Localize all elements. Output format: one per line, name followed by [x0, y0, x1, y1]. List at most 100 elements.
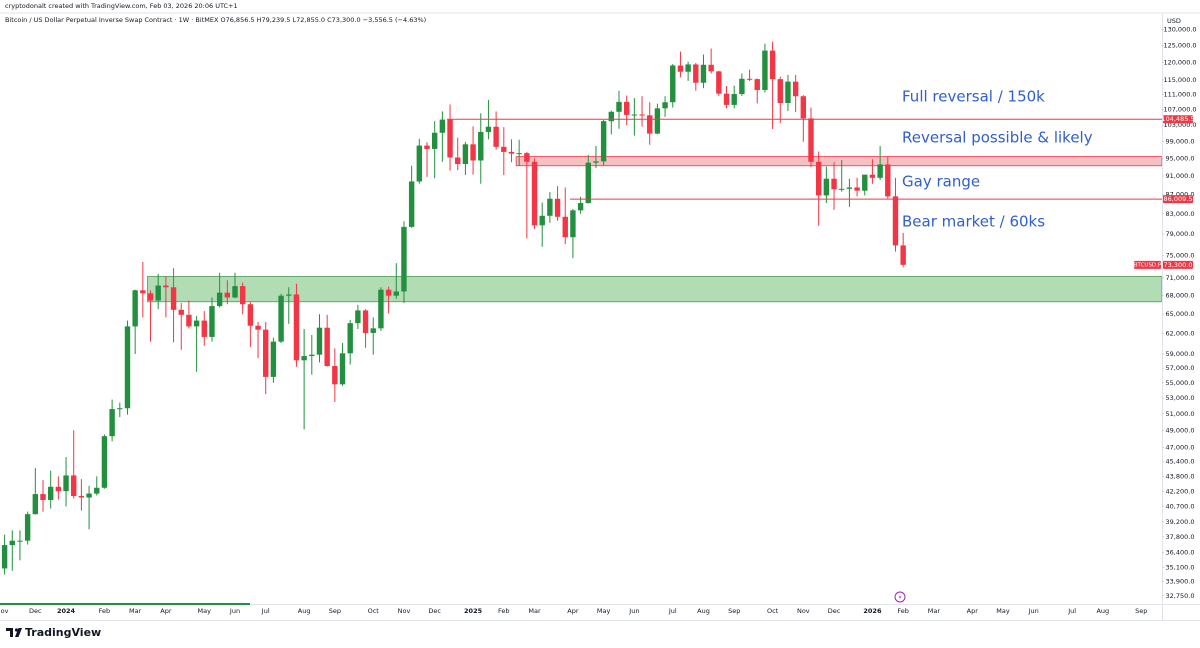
logo-dot: [14, 628, 19, 632]
candle-body: [639, 114, 645, 116]
y-tick-label: 75,000.0: [1166, 251, 1195, 259]
candle-body: [201, 320, 207, 337]
candle-body: [839, 188, 845, 190]
y-tick-label: 130,000.0: [1163, 26, 1196, 34]
candle-body: [132, 290, 138, 327]
candle-body: [147, 293, 154, 301]
candle-body: [777, 79, 783, 104]
candle-body: [485, 126, 492, 132]
candle-body: [577, 203, 584, 211]
candle-body: [63, 475, 69, 492]
y-tick-label: 95,000.0: [1166, 154, 1195, 162]
currency: USD: [1167, 17, 1181, 25]
candle-body: [393, 291, 399, 296]
candle-body: [593, 161, 599, 163]
x-tick-label: Dec: [29, 607, 42, 615]
candle-body: [585, 162, 591, 204]
candle-body: [547, 198, 553, 216]
candle-body: [40, 494, 46, 500]
candle-body: [570, 210, 576, 238]
candle-body: [662, 102, 668, 109]
y-tick-label: 42,200.0: [1166, 488, 1195, 496]
candle-body: [232, 286, 238, 298]
candle-body: [493, 126, 499, 147]
x-tick-label: Mar: [928, 607, 941, 615]
plot-area: [1, 41, 1162, 575]
x-tick-label: Oct: [368, 607, 380, 615]
x-tick-label: Aug: [697, 607, 710, 615]
candle-body: [216, 292, 223, 307]
y-tick-label: 115,000.0: [1163, 76, 1196, 84]
x-tick-label: Mar: [129, 607, 142, 615]
candle-body: [623, 101, 630, 115]
y-tick-label: 53,000.0: [1166, 394, 1195, 402]
y-tick-label: 49,000.0: [1166, 426, 1195, 434]
y-tick-label: 111,000.0: [1163, 90, 1196, 98]
candle-body: [600, 121, 607, 162]
candle-body: [255, 325, 261, 330]
zone: [147, 276, 1162, 303]
candle-body: [654, 108, 661, 134]
candle-body: [293, 294, 300, 361]
level-label: 104,485.5: [1161, 115, 1194, 123]
y-tick-label: 55,000.0: [1166, 379, 1195, 387]
candle-body: [286, 294, 292, 296]
x-tick-label: Sep: [1135, 607, 1147, 615]
candle-body: [55, 486, 62, 492]
candle-body: [700, 64, 707, 83]
candle-body: [347, 323, 353, 354]
candle-body: [524, 153, 530, 162]
x-tick-label: Jun: [1028, 607, 1039, 615]
level-tag: [1163, 115, 1193, 124]
candle-body: [616, 101, 622, 112]
candle-body: [378, 289, 384, 329]
candle-body: [693, 64, 699, 83]
candle-body: [608, 111, 615, 122]
candle-body: [854, 187, 860, 191]
candle-body: [846, 187, 853, 189]
candle-body: [892, 196, 899, 246]
candle-body: [209, 306, 215, 337]
candle-body: [708, 64, 714, 72]
candle-body: [416, 145, 423, 182]
y-tick-label: 120,000.0: [1163, 58, 1196, 66]
x-tick-label: May: [996, 607, 1010, 615]
candle-body: [109, 409, 115, 437]
candle-body: [862, 174, 868, 191]
candle-body: [439, 119, 446, 133]
y-tick-label: 40,700.0: [1166, 503, 1195, 511]
candle-body: [516, 153, 522, 155]
candle-body: [769, 50, 776, 80]
y-tick-label: 83,000.0: [1166, 210, 1195, 218]
candle-body: [885, 164, 891, 197]
candle-body: [17, 540, 23, 542]
candle-body: [401, 226, 407, 292]
x-tick-label: Sep: [728, 607, 740, 615]
symbol-label: BTCUSD.P: [1134, 262, 1162, 268]
x-tick-label: Sep: [329, 607, 341, 615]
candle-body: [792, 81, 799, 97]
y-tick-label: 39,200.0: [1166, 518, 1195, 526]
y-tick-label: 32,750.0: [1166, 592, 1195, 600]
candle-body: [746, 78, 753, 80]
candle-body: [539, 215, 545, 226]
candle-body: [101, 436, 108, 488]
candle-body: [78, 496, 85, 498]
annotation: Reversal possible & likely: [902, 129, 1093, 147]
candle-body: [9, 540, 15, 546]
x-tick-label: Dec: [828, 607, 841, 615]
y-tick-label: 107,000.0: [1163, 105, 1196, 113]
candle-body: [554, 198, 561, 217]
y-tick-label: 87,000.0: [1166, 190, 1195, 198]
candle-body: [808, 118, 814, 162]
credit: cryptodonalt created with TradingView.co…: [5, 2, 238, 10]
x-tick-label: Dec: [428, 607, 441, 615]
x-tick-label: Jul: [261, 607, 270, 615]
candle-body: [32, 494, 39, 515]
candle-body: [178, 309, 184, 315]
y-tick-label: 99,000.0: [1166, 137, 1195, 145]
y-tick-label: 91,000.0: [1166, 172, 1195, 180]
candle-body: [362, 310, 369, 333]
candle-body: [186, 314, 192, 327]
candle-body: [47, 486, 54, 500]
